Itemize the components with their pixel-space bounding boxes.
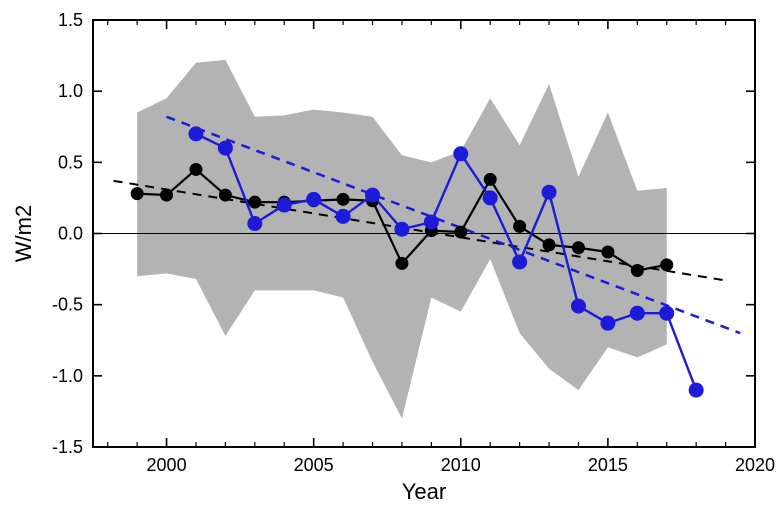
x-tick-label: 2010 [441, 455, 481, 475]
chart-svg: 2000 2005 2010 2015 2020 -1.5 -1.0 -0.5 0.0 0.5 1.… [0, 0, 777, 507]
y-tick-label: 0.5 [58, 152, 83, 172]
x-tick-label: 2020 [735, 455, 775, 475]
y-tick-label: 1.0 [58, 81, 83, 101]
y-tick-label: 1.5 [58, 10, 83, 30]
x-tick-label: 2015 [588, 455, 628, 475]
y-tick-label: -1.5 [52, 437, 83, 457]
y-tick-label: -1.0 [52, 366, 83, 386]
y-tick-label: 0.0 [58, 224, 83, 244]
x-tick-label: 2005 [294, 455, 334, 475]
y-tick-label: -0.5 [52, 295, 83, 315]
y-axis-label: W/m2 [11, 205, 36, 262]
x-axis-label: Year [402, 479, 446, 504]
x-tick-label: 2000 [147, 455, 187, 475]
chart-container: 2000 2005 2010 2015 2020 -1.5 -1.0 -0.5 0.0 0.5 1.… [0, 0, 777, 507]
